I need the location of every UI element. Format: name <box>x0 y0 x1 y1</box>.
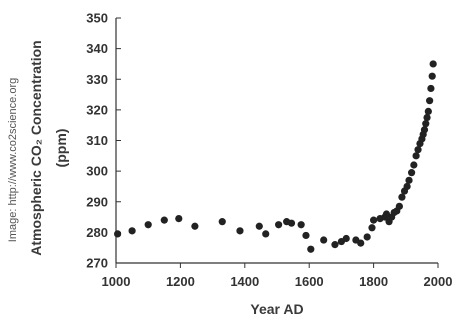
data-point <box>422 120 430 128</box>
y-axis-title-line2: (ppm) <box>53 129 69 168</box>
data-point <box>357 239 365 247</box>
x-tick-label: 1000 <box>102 274 131 289</box>
data-point <box>236 227 244 235</box>
data-point <box>420 126 429 134</box>
data-point <box>331 241 339 249</box>
data-point <box>412 152 420 160</box>
data-point <box>262 230 270 238</box>
x-axis-title: Year AD <box>250 301 303 317</box>
data-point <box>302 231 310 240</box>
y-tick-label: 290 <box>86 194 108 209</box>
y-tick-label: 310 <box>86 133 108 148</box>
y-axis-title-line1: Atmospheric CO₂ Concentration <box>28 40 44 255</box>
y-tick-label: 270 <box>86 256 108 271</box>
data-point <box>423 113 431 122</box>
data-point <box>144 221 152 229</box>
data-point <box>410 161 418 169</box>
y-tick-label: 300 <box>86 164 108 179</box>
x-tick-label: 1600 <box>295 274 324 289</box>
x-tick-label: 2000 <box>424 274 453 289</box>
y-tick-label: 330 <box>86 72 108 87</box>
data-point <box>275 221 283 229</box>
data-point <box>363 233 371 241</box>
data-point <box>128 227 136 235</box>
y-tick-label: 320 <box>86 102 108 117</box>
data-point <box>427 84 435 93</box>
data-point <box>114 230 122 238</box>
data-point <box>368 224 376 232</box>
y-tick-label: 340 <box>86 41 108 56</box>
data-point <box>405 176 413 184</box>
data-point <box>428 72 436 80</box>
x-tick-label: 1400 <box>230 274 259 289</box>
data-point <box>398 193 406 201</box>
x-tick-label: 1800 <box>359 274 388 289</box>
data-point <box>403 182 411 191</box>
data-point <box>414 146 422 154</box>
image-credit: Image: http://www.co2science.org <box>7 78 19 242</box>
y-tick-label: 280 <box>86 225 108 240</box>
data-point <box>424 107 432 116</box>
data-point <box>287 219 296 227</box>
plot-area: 270 280 290 300 310 320 330 340 350 1000 1200 1400… <box>86 11 452 290</box>
x-tick-label: 1200 <box>166 274 195 289</box>
data-point <box>429 60 437 68</box>
data-point <box>218 218 226 226</box>
data-point <box>426 97 434 105</box>
data-point <box>297 221 305 229</box>
data-point <box>191 222 199 230</box>
data-point <box>342 234 350 243</box>
x-ticks: 1000 1200 1400 1600 1800 2000 <box>102 263 453 289</box>
data-point <box>255 222 263 230</box>
data-point <box>320 236 328 244</box>
data-point <box>395 202 403 210</box>
data-point <box>370 216 378 224</box>
y-ticks: 270 280 290 300 310 320 330 340 350 <box>86 11 121 271</box>
data-point <box>175 214 183 223</box>
data-points <box>114 60 437 253</box>
y-tick-label: 350 <box>86 11 108 26</box>
data-point <box>407 169 416 177</box>
data-point <box>307 245 315 253</box>
data-point <box>160 216 168 224</box>
